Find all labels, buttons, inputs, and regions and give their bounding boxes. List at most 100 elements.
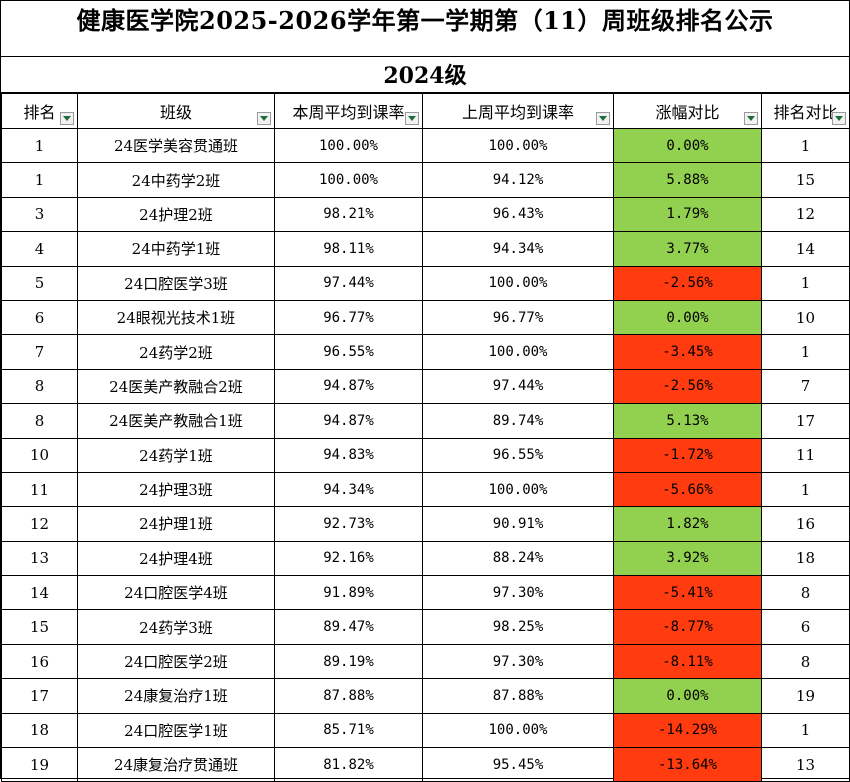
this-week-cell[interactable]: 98.11% xyxy=(274,231,423,267)
change-cell[interactable]: 3.77% xyxy=(613,231,762,267)
last-week-cell[interactable]: 96.77% xyxy=(422,299,614,336)
rank-compare-cell[interactable]: 1 xyxy=(761,712,850,749)
rank-cell[interactable]: 5 xyxy=(1,265,78,301)
rank-compare-cell[interactable]: 15 xyxy=(761,162,850,198)
rank-compare-cell[interactable]: 19 xyxy=(761,678,850,714)
class-cell[interactable]: 24口腔医学4班 xyxy=(77,575,275,611)
rank-compare-cell[interactable]: 7 xyxy=(761,368,850,405)
rank-compare-cell[interactable]: 12 xyxy=(761,196,850,233)
class-cell[interactable]: 24口腔医学2班 xyxy=(77,643,275,680)
last-week-cell[interactable]: 100.00% xyxy=(422,127,614,164)
class-cell[interactable]: 24眼视光技术1班 xyxy=(77,299,275,336)
change-cell[interactable]: 1.79% xyxy=(613,196,762,233)
class-cell[interactable]: 24口腔医学1班 xyxy=(77,712,275,749)
change-cell[interactable]: -3.45% xyxy=(613,334,762,370)
rank-cell[interactable]: 8 xyxy=(1,403,78,439)
last-week-cell[interactable]: 100.00% xyxy=(422,334,614,370)
filter-dropdown-icon[interactable] xyxy=(60,112,74,125)
change-cell[interactable]: 0.00% xyxy=(613,299,762,336)
class-cell[interactable]: 24中药学2班 xyxy=(77,162,275,198)
rank-compare-cell[interactable]: 18 xyxy=(761,540,850,577)
rank-cell[interactable]: 13 xyxy=(1,540,78,577)
rank-cell[interactable]: 17 xyxy=(1,678,78,714)
this-week-cell[interactable]: 92.73% xyxy=(274,506,423,542)
this-week-cell[interactable]: 92.16% xyxy=(274,540,423,577)
change-cell[interactable]: -5.41% xyxy=(613,575,762,611)
rank-cell[interactable]: 16 xyxy=(1,643,78,680)
last-week-cell[interactable]: 88.24% xyxy=(422,540,614,577)
this-week-cell[interactable]: 91.89% xyxy=(274,575,423,611)
rank-cell[interactable]: 19 xyxy=(1,747,78,782)
change-cell[interactable]: -1.72% xyxy=(613,437,762,473)
change-cell[interactable]: -5.66% xyxy=(613,471,762,508)
last-week-cell[interactable]: 96.55% xyxy=(422,437,614,473)
rank-compare-cell[interactable]: 1 xyxy=(761,334,850,370)
last-week-cell[interactable]: 87.88% xyxy=(422,678,614,714)
class-cell[interactable]: 24医学美容贯通班 xyxy=(77,127,275,164)
filter-dropdown-icon[interactable] xyxy=(405,112,419,125)
change-cell[interactable]: 3.92% xyxy=(613,540,762,577)
this-week-cell[interactable]: 94.87% xyxy=(274,403,423,439)
this-week-cell[interactable]: 96.77% xyxy=(274,299,423,336)
rank-compare-cell[interactable]: 1 xyxy=(761,471,850,508)
rank-compare-cell[interactable]: 1 xyxy=(761,265,850,301)
last-week-cell[interactable]: 89.74% xyxy=(422,403,614,439)
rank-cell[interactable]: 7 xyxy=(1,334,78,370)
change-cell[interactable]: -14.29% xyxy=(613,712,762,749)
rank-cell[interactable]: 1 xyxy=(1,162,78,198)
rank-compare-cell[interactable]: 16 xyxy=(761,506,850,542)
this-week-cell[interactable]: 100.00% xyxy=(274,162,423,198)
this-week-cell[interactable]: 96.55% xyxy=(274,334,423,370)
this-week-cell[interactable]: 94.83% xyxy=(274,437,423,473)
this-week-cell[interactable]: 94.34% xyxy=(274,471,423,508)
last-week-cell[interactable]: 97.44% xyxy=(422,368,614,405)
rank-cell[interactable]: 1 xyxy=(1,127,78,164)
filter-dropdown-icon[interactable] xyxy=(744,112,758,125)
change-cell[interactable]: 5.13% xyxy=(613,403,762,439)
class-cell[interactable]: 24中药学1班 xyxy=(77,231,275,267)
rank-cell[interactable]: 3 xyxy=(1,196,78,233)
rank-compare-cell[interactable]: 17 xyxy=(761,403,850,439)
class-cell[interactable]: 24口腔医学3班 xyxy=(77,265,275,301)
this-week-cell[interactable]: 85.71% xyxy=(274,712,423,749)
class-cell[interactable]: 24药学1班 xyxy=(77,437,275,473)
class-cell[interactable]: 24医美产教融合2班 xyxy=(77,368,275,405)
last-week-cell[interactable]: 100.00% xyxy=(422,471,614,508)
rank-compare-cell[interactable]: 13 xyxy=(761,747,850,782)
change-cell[interactable]: -2.56% xyxy=(613,265,762,301)
this-week-cell[interactable]: 100.00% xyxy=(274,127,423,164)
this-week-cell[interactable]: 87.88% xyxy=(274,678,423,714)
rank-compare-cell[interactable]: 11 xyxy=(761,437,850,473)
class-cell[interactable]: 24医美产教融合1班 xyxy=(77,403,275,439)
last-week-cell[interactable]: 95.45% xyxy=(422,747,614,782)
last-week-cell[interactable]: 98.25% xyxy=(422,609,614,645)
this-week-cell[interactable]: 97.44% xyxy=(274,265,423,301)
change-cell[interactable]: 0.00% xyxy=(613,678,762,714)
this-week-cell[interactable]: 94.87% xyxy=(274,368,423,405)
rank-cell[interactable]: 14 xyxy=(1,575,78,611)
rank-cell[interactable]: 12 xyxy=(1,506,78,542)
rank-cell[interactable]: 4 xyxy=(1,231,78,267)
rank-compare-cell[interactable]: 8 xyxy=(761,575,850,611)
filter-dropdown-icon[interactable] xyxy=(832,112,846,125)
this-week-cell[interactable]: 98.21% xyxy=(274,196,423,233)
last-week-cell[interactable]: 90.91% xyxy=(422,506,614,542)
last-week-cell[interactable]: 100.00% xyxy=(422,265,614,301)
class-cell[interactable]: 24药学3班 xyxy=(77,609,275,645)
rank-compare-cell[interactable]: 14 xyxy=(761,231,850,267)
rank-compare-cell[interactable]: 1 xyxy=(761,127,850,164)
last-week-cell[interactable]: 100.00% xyxy=(422,712,614,749)
rank-cell[interactable]: 6 xyxy=(1,299,78,336)
change-cell[interactable]: -8.77% xyxy=(613,609,762,645)
rank-cell[interactable]: 15 xyxy=(1,609,78,645)
class-cell[interactable]: 24护理1班 xyxy=(77,506,275,542)
change-cell[interactable]: -2.56% xyxy=(613,368,762,405)
last-week-cell[interactable]: 94.34% xyxy=(422,231,614,267)
change-cell[interactable]: 0.00% xyxy=(613,127,762,164)
this-week-cell[interactable]: 89.47% xyxy=(274,609,423,645)
change-cell[interactable]: 1.82% xyxy=(613,506,762,542)
class-cell[interactable]: 24护理4班 xyxy=(77,540,275,577)
class-cell[interactable]: 24康复治疗1班 xyxy=(77,678,275,714)
class-cell[interactable]: 24药学2班 xyxy=(77,334,275,370)
class-cell[interactable]: 24康复治疗贯通班 xyxy=(77,747,275,782)
